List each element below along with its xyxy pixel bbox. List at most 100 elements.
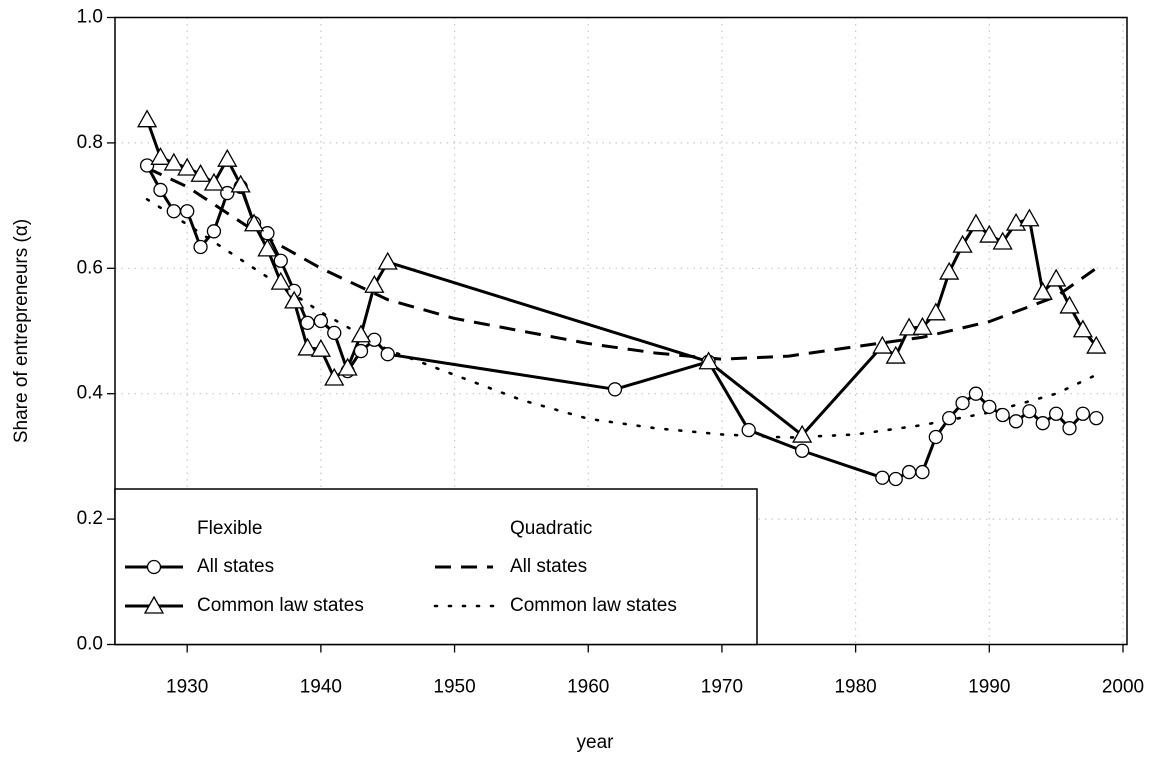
point [380,347,395,362]
legend-title: Flexible [197,518,262,539]
point [260,226,275,241]
point [203,172,225,191]
y-tick-label: 0.4 [77,383,104,404]
point [995,407,1010,423]
series-line [146,166,1098,361]
point [163,152,184,171]
point [885,345,906,364]
x-tick-label: 1940 [300,677,342,698]
point [1086,335,1107,354]
point [324,367,345,386]
point [327,325,342,341]
y-tick-label: 0.0 [77,634,103,655]
legend: Flexible Quadratic All states Common law st… [114,488,758,646]
point [928,429,943,445]
legend-label: All states [197,556,274,577]
point [139,158,155,173]
point [992,231,1013,250]
point [220,185,235,201]
point [364,274,385,293]
point [217,148,238,167]
point [150,146,171,165]
point [284,290,305,309]
x-tick-label: 1980 [834,677,876,698]
point [1046,268,1067,287]
point [353,343,369,359]
point [875,470,890,485]
point [166,204,181,219]
point [300,315,315,330]
y-tick-label: 0.6 [77,257,103,278]
point [257,238,278,257]
point [939,261,960,280]
point [741,422,756,438]
point [180,204,195,219]
point [1075,406,1091,421]
point [153,182,168,198]
point [888,471,903,487]
legend-marker [143,595,165,614]
point [979,224,1000,243]
point [1089,411,1104,426]
legend-label: Common law states [510,595,677,616]
point [206,224,222,239]
point [273,253,288,268]
legend-label: Common law states [197,595,364,616]
point [297,337,318,356]
legend-label: All states [510,556,587,577]
point [190,163,211,182]
point [792,424,813,443]
y-tick-label: 1.0 [77,7,103,28]
point [912,316,933,335]
point [270,271,291,290]
y-tick-label: 0.2 [77,508,103,529]
x-tick-label: 1930 [166,677,208,698]
legend-marker [146,559,162,575]
point [965,213,987,232]
point [1062,421,1077,436]
point [337,357,358,376]
point [794,443,810,458]
point [942,411,957,426]
point [915,464,930,480]
point [230,174,251,193]
point [968,386,984,401]
series-line [145,163,1098,481]
y-tick-label: 0.8 [77,132,103,153]
point [136,109,158,128]
point [698,351,719,370]
point [367,332,382,347]
x-tick-label: 1960 [567,677,609,698]
series-line [145,198,1098,439]
point [177,157,198,176]
y-axis-label: Share of entrepreneurs (α) [11,219,32,443]
point [952,234,973,253]
x-axis-label: year [577,732,615,753]
point [955,395,970,411]
point [193,239,208,255]
point [1008,414,1024,429]
point [1019,208,1040,227]
point [243,213,265,232]
point [607,382,623,397]
point [1059,295,1080,314]
x-tick-label: 2000 [1102,677,1144,698]
point [901,464,917,480]
point [1032,281,1053,300]
point [982,399,997,415]
point [872,335,893,354]
point [925,302,946,321]
x-tick-label: 1970 [701,677,743,698]
legend-title: Quadratic [510,518,592,539]
point [313,313,329,329]
point [1035,416,1050,431]
x-tick-label: 1950 [433,677,475,698]
point [377,251,398,270]
point [1048,406,1064,421]
x-tick-label: 1990 [968,677,1010,698]
point [310,338,331,357]
point [1072,319,1093,338]
point [898,317,920,336]
point [1022,404,1037,419]
